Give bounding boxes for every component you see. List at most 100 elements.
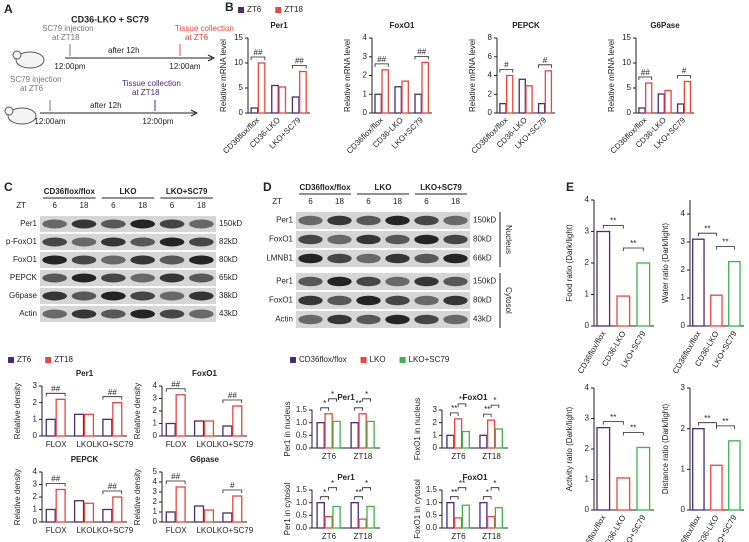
significance-label: # xyxy=(230,481,235,490)
bar xyxy=(193,505,205,523)
blot-band xyxy=(71,273,97,283)
bar xyxy=(299,70,307,114)
y-tick-label: 1 xyxy=(363,89,368,98)
label: at ZT18 xyxy=(52,33,80,42)
bar xyxy=(638,107,646,114)
y-tick-label: 4 xyxy=(33,467,38,476)
blot-band xyxy=(71,219,97,229)
significance-bracket xyxy=(292,65,307,69)
y-tick-label: 3 xyxy=(585,414,590,423)
significance-label: ## xyxy=(51,384,60,393)
y-tick-label: 4 xyxy=(153,381,158,390)
y-tick-label: 10 xyxy=(234,58,243,67)
bar xyxy=(316,422,325,449)
bar xyxy=(358,518,367,529)
bar xyxy=(332,420,341,449)
y-axis-label: Relative mRNA level xyxy=(343,39,352,112)
bar xyxy=(596,230,611,327)
significance-label: ** xyxy=(722,417,728,426)
y-axis-label: Per1 in nucleus xyxy=(283,401,292,456)
y-tick-label: 3 xyxy=(153,487,158,496)
significance-bracket xyxy=(354,496,364,500)
significance-label: ** xyxy=(630,239,636,248)
label: after 12h xyxy=(90,101,122,110)
blot-band xyxy=(385,295,410,306)
significance-label: ** xyxy=(356,399,362,408)
y-tick-label: 0.0 xyxy=(296,523,308,532)
bar xyxy=(710,294,723,327)
significance-bracket xyxy=(483,413,492,418)
significance-label: * xyxy=(493,396,496,405)
significance-bracket xyxy=(457,403,467,407)
y-tick-label: 0 xyxy=(627,108,632,117)
significance-label: ## xyxy=(417,47,426,56)
bar xyxy=(596,426,611,511)
blot-band xyxy=(356,276,381,287)
y-axis-label: Water ratio (Dark/light) xyxy=(661,223,670,304)
y-tick-label: 1.0 xyxy=(296,418,308,427)
significance-bracket xyxy=(102,490,123,494)
significance-label: * xyxy=(331,390,334,399)
significance-label: * xyxy=(486,488,489,497)
blot-band xyxy=(298,215,323,226)
bar xyxy=(453,517,463,529)
bar xyxy=(728,260,741,327)
bar xyxy=(506,74,514,114)
protein-label: Actin xyxy=(275,315,293,324)
y-tick-label: 3 xyxy=(585,227,590,236)
y-tick-label: 3 xyxy=(681,383,686,392)
protein-label: Actin xyxy=(19,309,37,318)
y-tick-label: 4 xyxy=(153,477,158,486)
bar xyxy=(203,420,215,437)
significance-bracket xyxy=(362,398,371,402)
blot-band xyxy=(443,253,468,264)
bar xyxy=(486,419,496,449)
section-label: Cytosol xyxy=(504,287,513,314)
blot-band xyxy=(71,309,97,319)
bar xyxy=(45,508,56,523)
x-tick-label: FLOX xyxy=(46,526,68,535)
y-tick-label: 2 xyxy=(681,424,686,433)
y-tick-label: 1.0 xyxy=(296,498,308,507)
y-axis-label: Activity ratio (Dark/light) xyxy=(565,406,574,491)
bar xyxy=(102,418,113,437)
significance-bracket xyxy=(250,56,266,60)
x-tick-label: ZT18 xyxy=(482,452,501,461)
blot-band xyxy=(385,234,410,245)
y-tick-label: 2 xyxy=(585,444,590,453)
y-axis-label: FoxO1 in cytosol xyxy=(413,479,422,539)
blot-band xyxy=(42,291,67,301)
bar xyxy=(165,511,176,523)
label: SC79 injection xyxy=(10,75,62,84)
significance-label: ## xyxy=(295,57,304,66)
significance-label: ** xyxy=(610,217,616,226)
bar xyxy=(374,93,382,114)
y-axis-label: Relative density xyxy=(133,383,142,439)
chart-title: G6pase xyxy=(190,455,219,464)
legend-marker xyxy=(275,7,282,13)
y-tick-label: 15 xyxy=(234,33,243,42)
blot-band xyxy=(159,219,185,229)
significance-bracket xyxy=(483,496,492,500)
bar xyxy=(486,515,496,529)
bar xyxy=(332,505,341,529)
blot-band xyxy=(298,253,323,264)
bar xyxy=(175,394,186,437)
significance-label: ** xyxy=(356,488,362,497)
bar xyxy=(446,434,455,449)
significance-bracket xyxy=(499,69,514,73)
bar xyxy=(494,507,503,529)
legend-label: CD36flox/flox xyxy=(299,355,347,364)
significance-label: ** xyxy=(610,413,616,422)
significance-label: ** xyxy=(722,238,728,247)
y-axis-label: Per1 in cytosol xyxy=(283,483,292,536)
x-tick-label: LKO xyxy=(196,526,212,535)
chart-title: Per1 xyxy=(337,393,355,402)
blot-band xyxy=(130,237,155,247)
bar xyxy=(381,69,389,114)
label: SC79 injection xyxy=(42,24,94,33)
y-tick-label: 10 xyxy=(622,58,631,67)
y-tick-label: 0 xyxy=(488,108,493,117)
legend-label: ZT18 xyxy=(54,355,73,364)
y-tick-label: 3 xyxy=(433,405,438,414)
